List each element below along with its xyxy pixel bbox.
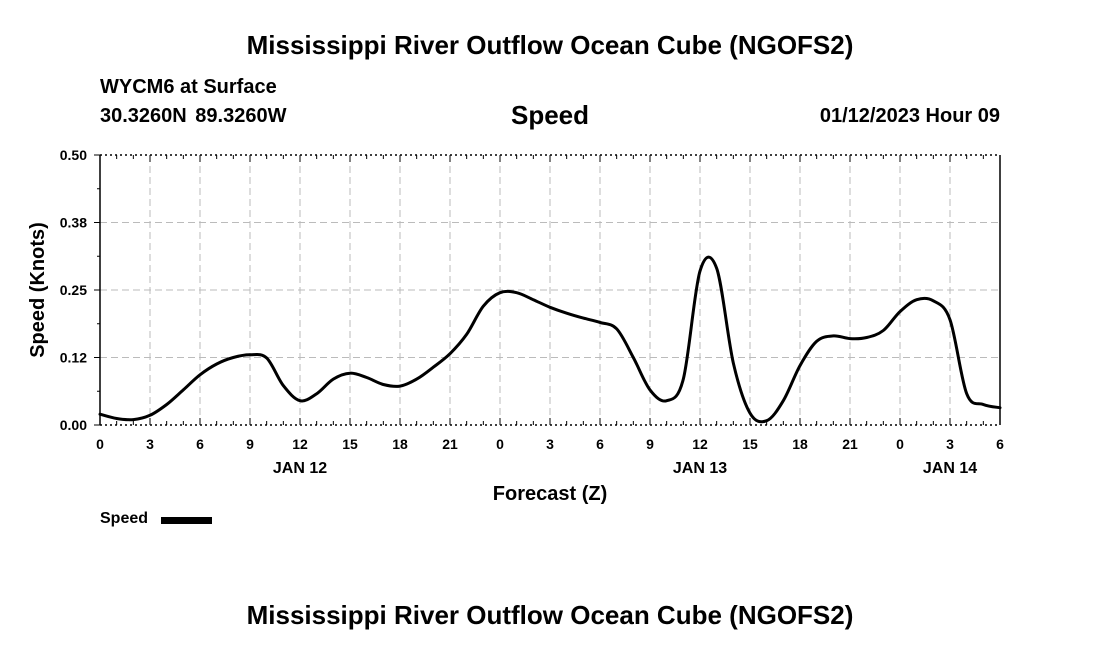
x-tick-label: 6 xyxy=(996,436,1004,452)
legend-label: Speed xyxy=(100,510,149,527)
x-tick-label: 18 xyxy=(792,436,808,452)
variable-title: Speed xyxy=(510,100,590,130)
footer-title: Mississippi River Outflow Ocean Cube (NG… xyxy=(246,600,854,630)
date-label: JAN 13 xyxy=(673,460,727,477)
x-tick-label: 15 xyxy=(742,436,758,452)
x-tick-label: 21 xyxy=(842,436,858,452)
date-label: JAN 14 xyxy=(923,460,977,477)
y-tick-label: 0.38 xyxy=(60,215,87,231)
x-tick-label: 15 xyxy=(342,436,358,452)
x-tick-label: 0 xyxy=(496,436,504,452)
x-tick-label: 12 xyxy=(692,436,708,452)
y-tick-label: 0.50 xyxy=(60,147,87,163)
x-tick-label: 12 xyxy=(292,436,308,452)
x-tick-label: 0 xyxy=(896,436,904,452)
x-tick-label: 6 xyxy=(596,436,604,452)
x-tick-label: 6 xyxy=(196,436,204,452)
chart-title: Mississippi River Outflow Ocean Cube (NG… xyxy=(246,30,854,60)
forecast-timestamp: 01/12/2023 Hour 09 xyxy=(819,105,1000,127)
x-tick-label: 3 xyxy=(146,436,154,452)
x-tick-label: 21 xyxy=(442,436,458,452)
speed-series-line xyxy=(98,255,1002,424)
legend-line-swatch xyxy=(161,517,212,524)
station-label: WYCM6 at Surface xyxy=(100,76,277,98)
date-label: JAN 12 xyxy=(273,460,327,477)
y-tick-label: 0.25 xyxy=(60,282,87,298)
x-tick-label: 3 xyxy=(546,436,554,452)
y-tick-label: 0.12 xyxy=(60,350,87,366)
x-tick-label: 18 xyxy=(392,436,408,452)
x-tick-label: 3 xyxy=(946,436,954,452)
x-tick-label: 0 xyxy=(96,436,104,452)
coordinates-label: 30.3260N 89.3260W xyxy=(100,105,287,127)
x-axis-label: Forecast (Z) xyxy=(493,483,607,505)
y-tick-label: 0.00 xyxy=(60,417,87,433)
x-tick-label: 9 xyxy=(246,436,254,452)
x-tick-label: 9 xyxy=(646,436,654,452)
y-axis-label: Speed (Knots) xyxy=(27,222,49,358)
